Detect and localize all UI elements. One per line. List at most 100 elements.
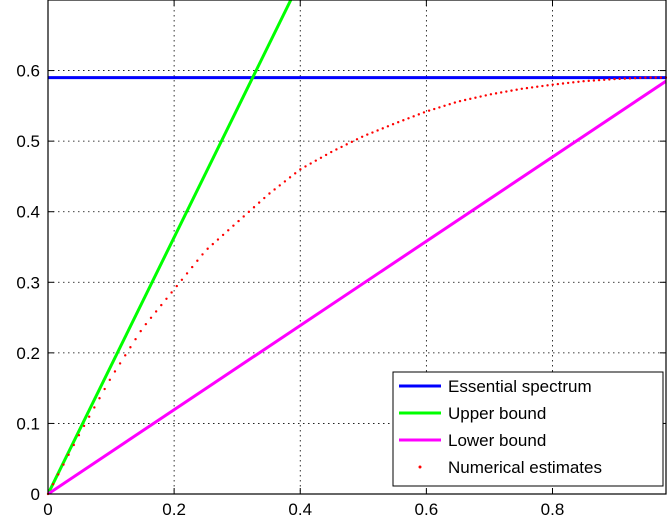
axes: [47, 0, 667, 495]
numerical-estimates-point: [587, 79, 590, 83]
numerical-estimates-point: [546, 84, 549, 87]
numerical-estimates-point: [520, 87, 523, 91]
numerical-estimates-point: [211, 242, 214, 246]
numerical-estimates-point: [309, 162, 312, 165]
numerical-estimates-point: [397, 121, 400, 124]
numerical-estimates-point: [608, 78, 611, 81]
numerical-estimates-point: [227, 229, 230, 232]
plot-frame: [47, 0, 667, 495]
numerical-estimates-point: [386, 125, 390, 128]
numerical-estimates-point: [304, 165, 307, 168]
y-tick-label: 0.6: [16, 62, 40, 81]
numerical-estimates-point: [443, 104, 446, 108]
numerical-estimates-point: [124, 354, 127, 357]
numerical-estimates-point: [360, 135, 364, 138]
legend-label-upper-bound: Upper bound: [448, 404, 546, 423]
numerical-estimates-point: [330, 150, 333, 154]
numerical-estimates-point: [340, 145, 343, 149]
numerical-estimates-point: [448, 102, 451, 106]
y-tick-label: 0.5: [16, 132, 40, 151]
numerical-estimates-point: [597, 78, 601, 82]
numerical-estimates-point: [391, 123, 395, 126]
legend-label-lower-bound: Lower bound: [448, 431, 546, 450]
numerical-estimates-point: [463, 98, 467, 102]
numerical-estimates-point: [376, 129, 379, 132]
numerical-estimates-point: [175, 284, 178, 288]
numerical-estimates-point: [165, 297, 168, 300]
numerical-estimates-point: [510, 89, 513, 92]
x-tick-label: 0.8: [541, 500, 565, 519]
x-tick-label: 0: [43, 500, 52, 519]
numerical-estimates-point: [288, 176, 292, 179]
y-tick-label: 0.2: [16, 344, 40, 363]
numerical-estimates-point: [566, 81, 570, 85]
y-tick-label: 0: [31, 485, 40, 504]
numerical-estimates-point: [206, 247, 209, 250]
numerical-estimates-point: [294, 172, 297, 175]
numerical-estimates-point: [118, 362, 122, 365]
numerical-estimates-point: [556, 82, 560, 86]
numerical-estimates-point: [252, 206, 256, 209]
y-tick-label: 0.4: [16, 203, 40, 222]
numerical-estimates-point: [417, 113, 420, 116]
numerical-estimates-point: [273, 188, 276, 191]
numerical-estimates-point: [489, 93, 493, 96]
numerical-estimates-point: [201, 253, 204, 256]
numerical-estimates-point: [154, 310, 158, 313]
x-tick-label: 0.4: [288, 500, 312, 519]
numerical-estimates-point: [628, 77, 632, 80]
numerical-estimates-point: [268, 192, 271, 195]
numerical-estimates-point: [561, 82, 565, 85]
numerical-estimates-point: [196, 259, 199, 262]
legend-box: [392, 371, 664, 487]
numerical-estimates-point: [129, 346, 132, 349]
numerical-estimates-point: [324, 153, 328, 157]
numerical-estimates-point: [67, 453, 70, 457]
numerical-estimates-point: [530, 86, 534, 89]
numerical-estimates-point: [438, 106, 441, 109]
legend: Essential spectrum Upper bound Lower bound…: [392, 371, 664, 487]
numerical-estimates-point: [283, 180, 287, 183]
numerical-estimates-point: [474, 96, 477, 99]
numerical-estimates-point: [299, 168, 302, 171]
numerical-estimates-points: [46, 76, 667, 496]
numerical-estimates-point: [572, 81, 575, 84]
numerical-estimates-point: [484, 94, 487, 97]
numerical-estimates-point: [412, 115, 415, 118]
numerical-estimates-point: [247, 210, 251, 214]
numerical-estimates-point: [319, 156, 323, 159]
numerical-estimates-point: [355, 138, 359, 141]
numerical-estimates-point: [88, 415, 91, 418]
numerical-estimates-point: [170, 291, 173, 294]
numerical-estimates-point: [93, 406, 96, 409]
series-layer: [46, 0, 667, 496]
numerical-estimates-point: [500, 91, 503, 94]
numerical-estimates-point: [221, 233, 225, 237]
lower-bound-line: [48, 79, 666, 494]
numerical-estimates-point: [103, 387, 106, 391]
numerical-estimates-point: [618, 77, 621, 81]
numerical-estimates-point: [515, 88, 518, 91]
numerical-estimates-point: [381, 127, 384, 130]
numerical-estimates-point: [633, 76, 637, 80]
numerical-estimates-point: [541, 84, 544, 88]
numerical-estimates-point: [57, 473, 60, 476]
x-tick-label: 0.6: [415, 500, 439, 519]
x-tick-label: 0.2: [162, 500, 186, 519]
numerical-estimates-point: [180, 278, 184, 281]
numerical-estimates-point: [433, 107, 436, 111]
numerical-estimates-point: [72, 443, 75, 447]
numerical-estimates-point: [98, 397, 101, 400]
numerical-estimates-point: [366, 133, 369, 136]
numerical-estimates-point: [659, 76, 663, 79]
numerical-estimates-point: [479, 95, 482, 98]
numerical-estimates-point: [536, 85, 539, 88]
numerical-estimates-point: [453, 101, 457, 104]
numerical-estimates-point: [113, 370, 117, 373]
numerical-estimates-point: [263, 196, 266, 200]
numerical-estimates-point: [422, 111, 426, 114]
tick-labels: 0 0.2 0.4 0.6 0.8 0 0.1 0.2 0.3 0.4 0.5 0.6: [16, 62, 564, 519]
numerical-estimates-point: [108, 378, 112, 382]
numerical-estimates-point: [139, 329, 142, 333]
numerical-estimates-point: [257, 201, 261, 204]
